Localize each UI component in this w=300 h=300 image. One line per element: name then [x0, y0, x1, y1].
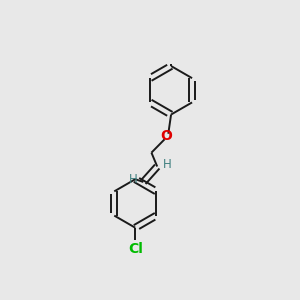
Text: Cl: Cl — [128, 242, 143, 256]
Text: O: O — [160, 130, 172, 143]
Text: H: H — [163, 158, 171, 171]
Text: H: H — [129, 173, 138, 186]
